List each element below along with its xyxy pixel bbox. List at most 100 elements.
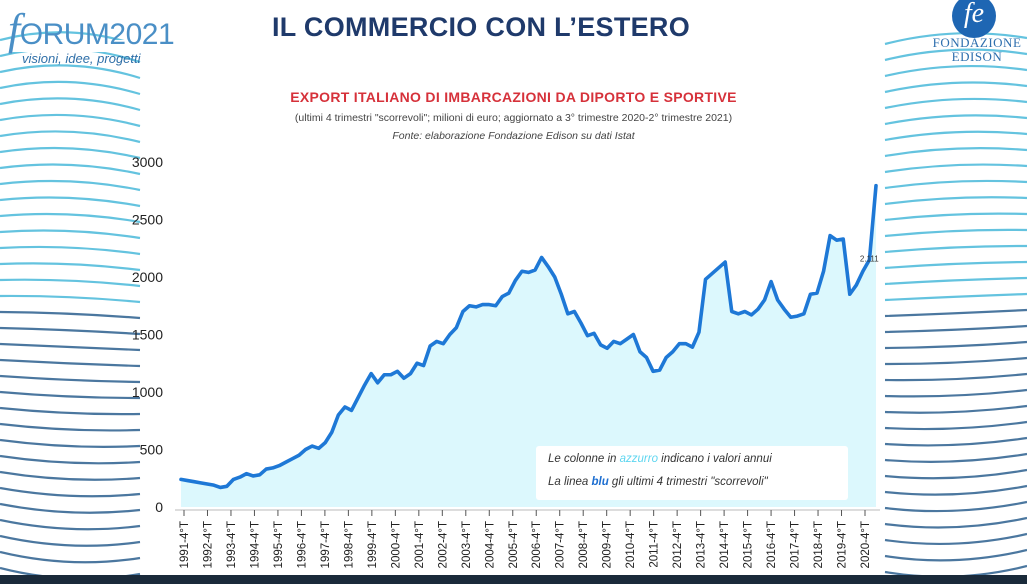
data-point [790,316,792,318]
x-tick-label: 2012-4°T [672,521,684,568]
x-tick-label: 2007-4°T [555,521,567,568]
data-point [606,347,608,349]
data-point [816,292,818,294]
data-point [383,374,385,376]
data-point [252,475,254,477]
data-point [731,310,733,313]
data-point [213,484,215,486]
data-point [757,308,759,310]
data-point [803,313,805,315]
y-tick-label: 0 [155,499,163,515]
data-point [193,481,195,483]
x-tick-label: 2000-4°T [390,521,402,568]
x-tick-label: 1992-4°T [202,521,214,568]
logo-year: 2021 [109,18,175,51]
data-point [704,278,707,280]
data-point [862,270,864,272]
data-point [855,284,857,286]
data-point [422,364,425,367]
x-tick-label: 2013-4°T [696,521,708,568]
data-point [272,467,274,469]
data-point [318,447,320,449]
chart-subtitle: (ultimi 4 trimestri "scorrevoli"; milion… [294,112,733,124]
data-point [462,310,464,313]
data-point [429,345,431,347]
x-tick-label: 2006-4°T [531,521,543,568]
x-tick-label: 1993-4°T [226,521,238,568]
data-point [645,356,648,359]
data-point [377,382,379,384]
data-point [396,370,398,372]
data-point [180,478,182,480]
data-point [652,370,654,372]
data-point [508,292,510,294]
data-point [626,338,628,340]
x-tick-label: 1994-4°T [249,521,261,568]
annotation-trough-value: 1.853 [930,0,951,2]
data-point [291,458,294,460]
x-tick-label: 2005-4°T [508,521,520,568]
x-tick-label: 2017-4°T [790,521,802,568]
x-tick-label: 2018-4°T [813,521,825,568]
data-point [357,397,359,399]
data-point [416,362,418,364]
x-tick-label: 2008-4°T [578,521,590,568]
x-tick-label: 2011-4°T [649,521,661,568]
data-point [311,445,313,447]
data-point [783,308,785,310]
foundation-name: FONDAZIONE EDISON [922,36,1027,64]
data-point [711,272,713,275]
data-point [363,384,366,386]
data-point [488,304,490,306]
data-point [337,414,339,416]
x-tick-label: 1999-4°T [367,521,379,568]
x-tick-label: 2002-4°T [437,521,449,568]
x-tick-label: 1998-4°T [343,521,355,568]
data-point [580,322,582,324]
x-tick-label: 2014-4°T [719,521,731,568]
data-point [331,431,333,433]
forum-logo: fORUM2021 visioni, idee, progetti [8,4,175,66]
data-point [586,335,589,337]
logo-forum-text: ORUM [19,18,110,51]
data-point [403,377,405,379]
data-point [344,406,346,408]
data-point [613,340,615,342]
data-point [750,314,753,316]
y-tick-label: 2000 [132,269,163,285]
x-tick-label: 2019-4°T [837,521,849,568]
legend-line1-pre: Le colonne in [548,453,620,465]
chart-legend: Le colonne in azzurro indicano i valori … [536,446,848,500]
data-point [737,313,739,315]
annual-area [181,185,876,507]
data-point [350,409,353,411]
data-point [521,270,523,272]
data-point [685,343,687,345]
x-tick-label: 2009-4°T [602,521,614,568]
logo-tagline: visioni, idee, progetti [22,51,141,66]
data-point [691,346,694,348]
x-tick-label: 2001-4°T [414,521,426,568]
data-point [573,310,575,313]
data-point [724,261,726,263]
x-tick-label: 1997-4°T [320,521,332,568]
data-point [186,479,189,482]
foundation-monogram: fe [963,0,985,29]
foundation-name-line1: FONDAZIONE [932,35,1022,50]
data-point [554,276,556,278]
data-point [639,351,641,353]
chart-source: Fonte: elaborazione Fondazione Edison su… [392,130,635,142]
data-point [475,306,477,308]
legend-line1-post: indicano i valori annui [657,453,772,465]
data-point [278,465,280,467]
foundation-logo-icon: fe [952,0,996,38]
y-tick-label: 2500 [132,212,163,228]
data-point [763,299,766,301]
y-tick-label: 3000 [132,154,163,170]
data-point [304,448,307,451]
data-point [632,333,635,336]
data-point [698,331,700,333]
page-title: IL COMMERCIO CON L’ESTERO [272,12,691,42]
data-point [409,373,412,375]
